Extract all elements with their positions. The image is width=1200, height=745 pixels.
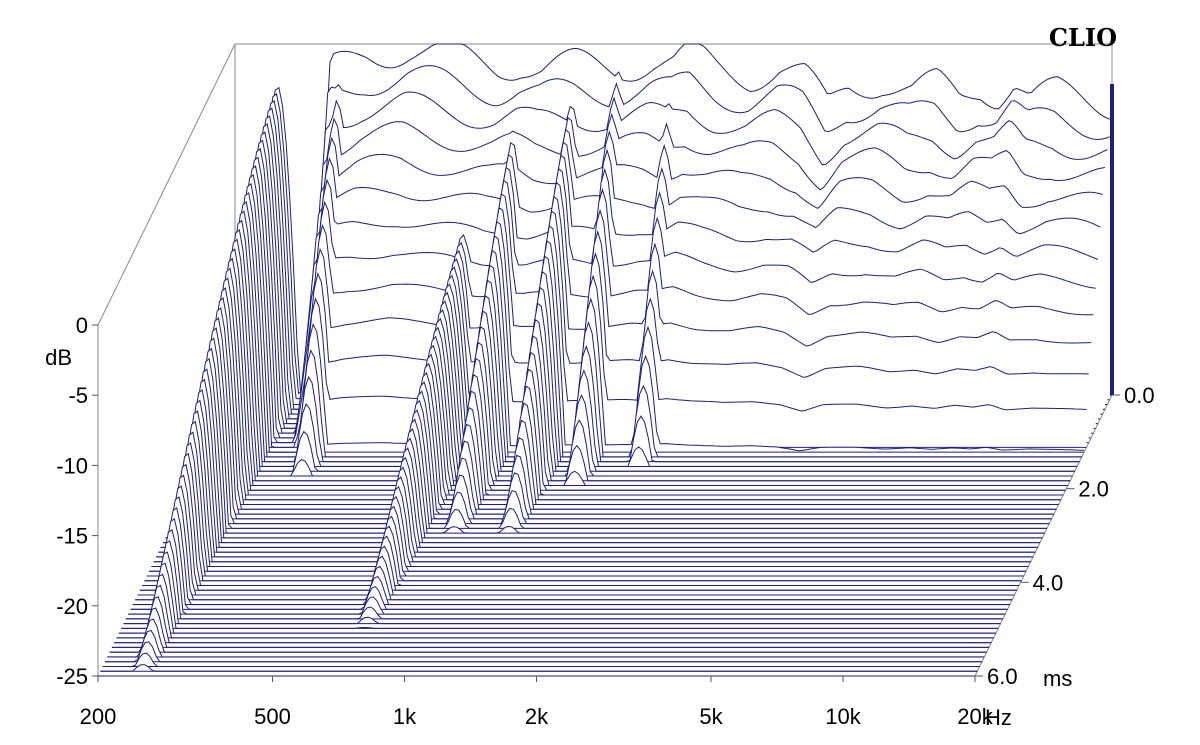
slice-mask xyxy=(100,664,978,672)
slice-mask xyxy=(130,518,1008,610)
frequency-tick-label: 20k xyxy=(957,704,993,729)
slice-mask xyxy=(123,552,1001,624)
waterfall-slice xyxy=(130,518,1008,610)
waterfall-slice xyxy=(214,156,1092,439)
waterfall-slice xyxy=(116,584,994,639)
waterfall-slice xyxy=(216,147,1094,434)
frequency-axis-unit: Hz xyxy=(985,705,1012,730)
waterfall-slice xyxy=(230,91,1108,405)
waterfall-slice xyxy=(218,139,1096,429)
frame-line xyxy=(97,43,236,326)
db-axis-ticks: 0 -5 -10 -15 -20 -25 xyxy=(56,313,98,689)
frequency-tick-label: 200 xyxy=(80,704,117,729)
frequency-tick-label: 1k xyxy=(393,704,417,729)
frequency-tick-label: 500 xyxy=(254,704,291,729)
slice-mask xyxy=(204,192,1082,457)
waterfall-slice xyxy=(228,107,1106,410)
waterfall-slice xyxy=(107,629,985,658)
slice-mask xyxy=(137,486,1015,595)
time-axis-unit: ms xyxy=(1043,666,1072,691)
brand-logo: CLIO xyxy=(1049,23,1117,52)
db-tick-label: -5 xyxy=(68,383,88,408)
slice-mask xyxy=(102,653,980,667)
waterfall-slice xyxy=(123,551,1001,625)
waterfall-slice xyxy=(221,131,1099,425)
waterfall-slice xyxy=(234,43,1113,396)
frame-line xyxy=(974,394,1113,677)
slice-mask xyxy=(118,574,996,634)
db-tick-label: 0 xyxy=(76,313,88,338)
waterfall-slice xyxy=(223,123,1101,420)
db-tick-label: -15 xyxy=(56,524,88,549)
frequency-tick-label: 2k xyxy=(525,704,549,729)
frequency-tick-label: 5k xyxy=(699,704,723,729)
time-tick-label: 4.0 xyxy=(1033,570,1064,595)
slice-mask xyxy=(135,497,1013,600)
waterfall-slice xyxy=(100,664,978,672)
frequency-tick-label: 10k xyxy=(825,704,861,729)
db-tick-label: -25 xyxy=(56,664,88,689)
db-tick-label: -20 xyxy=(56,594,88,619)
waterfall-slice xyxy=(102,652,980,667)
time-tick-label: 0.0 xyxy=(1124,383,1155,408)
slice-mask xyxy=(116,585,994,638)
waterfall-slice xyxy=(211,165,1089,444)
time-axis-ticks: 0.0 2.0 4.0 6.0 xyxy=(975,383,1155,689)
slice-mask xyxy=(107,630,985,657)
waterfall-slices xyxy=(98,43,1114,677)
time-tick-label: 6.0 xyxy=(987,664,1018,689)
db-tick-label: -10 xyxy=(56,453,88,478)
waterfall-slice xyxy=(232,65,1110,401)
slice-mask xyxy=(114,596,992,643)
waterfall-slice xyxy=(137,485,1015,596)
waterfall-slice xyxy=(225,115,1103,415)
waterfall-slice xyxy=(209,173,1087,448)
db-axis-unit: dB xyxy=(45,345,72,370)
time-tick-label: 2.0 xyxy=(1078,477,1109,502)
waterfall-slice xyxy=(118,573,996,634)
frequency-axis-ticks: 200 500 1k 2k 5k 10k 20k xyxy=(80,676,994,729)
waterfall-slice xyxy=(207,182,1085,453)
waterfall-slice xyxy=(135,496,1013,601)
waterfall-slice xyxy=(114,596,992,644)
